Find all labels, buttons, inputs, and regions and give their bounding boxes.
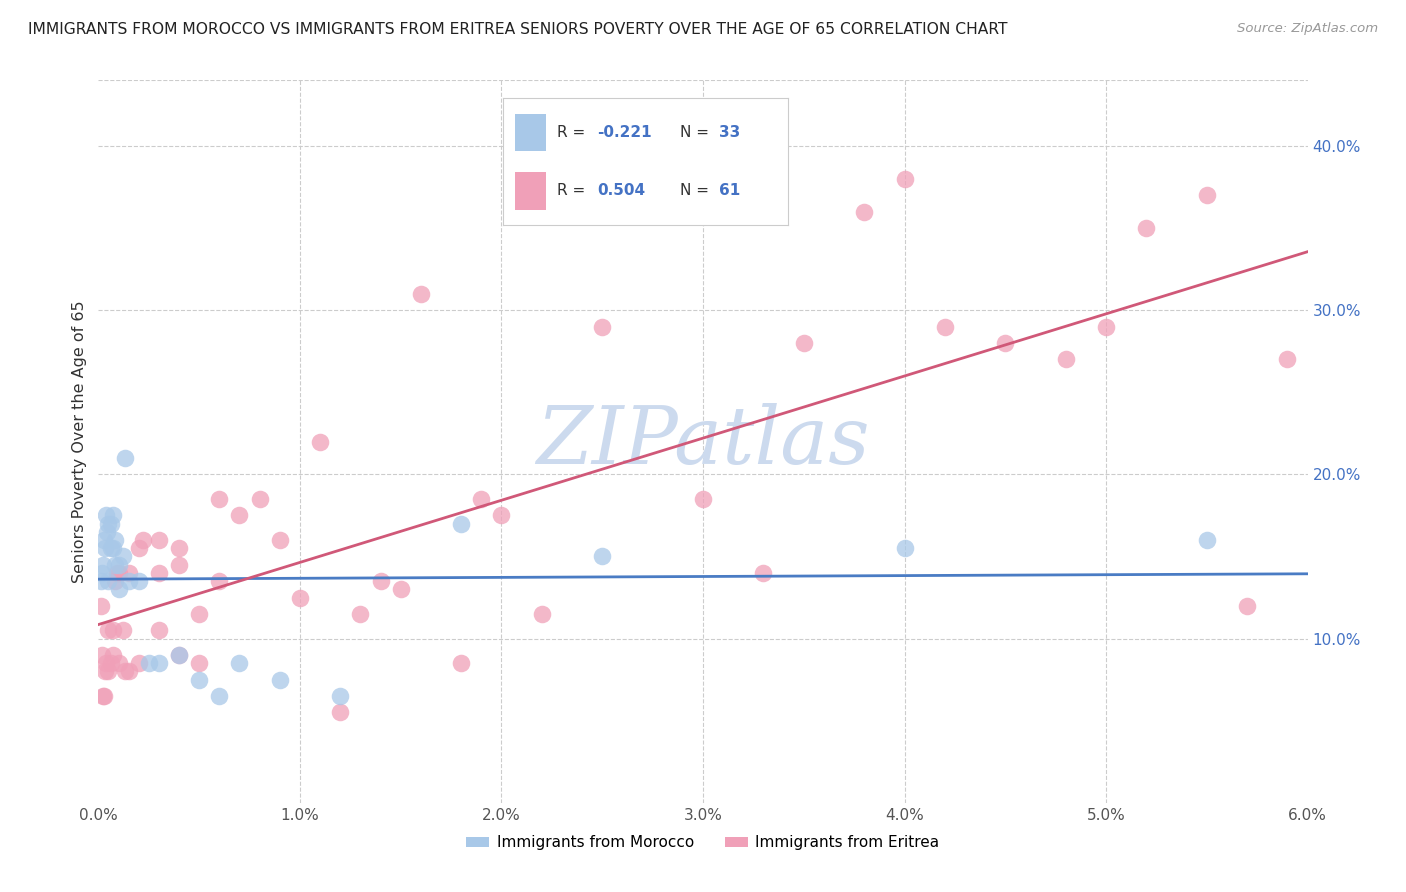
Point: [132, 533, 155, 547]
Point: [97, 624, 120, 638]
Point: [118, 665, 141, 679]
Point: [91, 566, 114, 580]
Point: [101, 508, 124, 523]
Point: [269, 533, 291, 547]
Point: [111, 549, 134, 564]
Point: [118, 566, 141, 580]
Y-axis label: Seniors Poverty Over the Age of 65: Seniors Poverty Over the Age of 65: [72, 301, 87, 582]
Point: [148, 624, 170, 638]
Point: [853, 204, 876, 219]
Point: [329, 706, 352, 720]
Point: [994, 336, 1017, 351]
Point: [288, 591, 311, 605]
Point: [93, 558, 115, 572]
Point: [793, 336, 815, 351]
Point: [167, 541, 190, 556]
Point: [101, 624, 124, 638]
Point: [103, 574, 125, 588]
Point: [591, 549, 613, 564]
Legend: Immigrants from Morocco, Immigrants from Eritrea: Immigrants from Morocco, Immigrants from…: [460, 830, 946, 856]
Point: [100, 516, 122, 531]
Point: [114, 450, 136, 465]
Point: [651, 188, 673, 202]
Point: [97, 516, 120, 531]
Point: [94, 665, 117, 679]
Text: IMMIGRANTS FROM MOROCCO VS IMMIGRANTS FROM ERITREA SENIORS POVERTY OVER THE AGE : IMMIGRANTS FROM MOROCCO VS IMMIGRANTS FR…: [28, 22, 1008, 37]
Point: [370, 574, 392, 588]
Point: [103, 558, 125, 572]
Point: [96, 524, 118, 539]
Point: [269, 673, 291, 687]
Point: [1195, 533, 1218, 547]
Point: [409, 286, 432, 301]
Point: [591, 319, 613, 334]
Point: [90, 599, 112, 613]
Point: [752, 566, 775, 580]
Point: [167, 558, 190, 572]
Point: [101, 541, 124, 556]
Point: [188, 673, 211, 687]
Point: [470, 491, 492, 506]
Point: [107, 582, 129, 597]
Text: ZIPatlas: ZIPatlas: [536, 403, 870, 480]
Point: [491, 508, 513, 523]
Point: [93, 689, 115, 703]
Point: [96, 657, 118, 671]
Point: [148, 566, 170, 580]
Point: [103, 533, 125, 547]
Point: [167, 648, 190, 662]
Point: [100, 541, 122, 556]
Point: [107, 657, 129, 671]
Point: [450, 657, 472, 671]
Point: [128, 657, 150, 671]
Point: [90, 574, 112, 588]
Point: [1195, 188, 1218, 202]
Point: [228, 508, 250, 523]
Point: [228, 657, 250, 671]
Point: [93, 533, 115, 547]
Point: [138, 657, 160, 671]
Point: [1135, 221, 1157, 235]
Point: [93, 689, 115, 703]
Point: [148, 657, 170, 671]
Point: [530, 607, 553, 621]
Text: Source: ZipAtlas.com: Source: ZipAtlas.com: [1237, 22, 1378, 36]
Point: [188, 607, 211, 621]
Point: [249, 491, 271, 506]
Point: [100, 657, 122, 671]
Point: [934, 319, 956, 334]
Point: [105, 566, 128, 580]
Point: [188, 657, 211, 671]
Point: [208, 491, 231, 506]
Point: [208, 574, 231, 588]
Point: [389, 582, 412, 597]
Point: [94, 541, 117, 556]
Point: [893, 541, 915, 556]
Point: [893, 171, 915, 186]
Point: [167, 648, 190, 662]
Point: [1277, 352, 1299, 367]
Point: [128, 574, 150, 588]
Point: [1095, 319, 1118, 334]
Point: [96, 508, 118, 523]
Point: [1054, 352, 1077, 367]
Point: [101, 648, 124, 662]
Point: [128, 541, 150, 556]
Point: [91, 648, 114, 662]
Point: [107, 566, 129, 580]
Point: [114, 665, 136, 679]
Point: [329, 689, 352, 703]
Point: [309, 434, 332, 449]
Point: [107, 558, 129, 572]
Point: [450, 516, 472, 531]
Point: [97, 574, 120, 588]
Point: [148, 533, 170, 547]
Point: [97, 665, 120, 679]
Point: [349, 607, 371, 621]
Point: [1236, 599, 1258, 613]
Point: [111, 624, 134, 638]
Point: [692, 491, 714, 506]
Point: [118, 574, 141, 588]
Point: [208, 689, 231, 703]
